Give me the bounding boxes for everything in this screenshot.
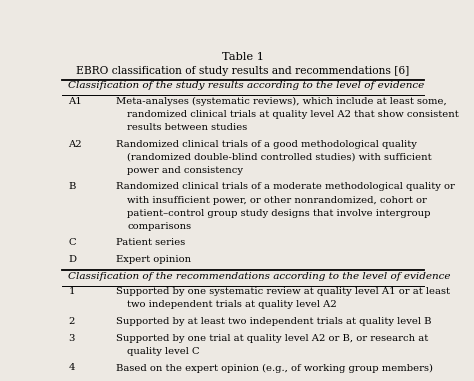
Text: 4: 4 xyxy=(68,363,75,372)
Text: two independent trials at quality level A2: two independent trials at quality level … xyxy=(127,301,337,309)
Text: 3: 3 xyxy=(68,334,75,343)
Text: randomized clinical trials at quality level A2 that show consistent: randomized clinical trials at quality le… xyxy=(127,110,459,119)
Text: D: D xyxy=(68,255,76,264)
Text: 2: 2 xyxy=(68,317,75,326)
Text: Supported by one trial at quality level A2 or B, or research at: Supported by one trial at quality level … xyxy=(116,334,428,343)
Text: EBRO classification of study results and recommendations [6]: EBRO classification of study results and… xyxy=(76,66,410,75)
Text: B: B xyxy=(68,182,76,191)
Text: Table 1: Table 1 xyxy=(222,52,264,62)
Text: with insufficient power, or other nonrandomized, cohort or: with insufficient power, or other nonran… xyxy=(127,195,427,205)
Text: C: C xyxy=(68,239,76,247)
Text: results between studies: results between studies xyxy=(127,123,247,132)
Text: Classification of the recommendations according to the level of evidence: Classification of the recommendations ac… xyxy=(68,272,451,281)
Text: Randomized clinical trials of a moderate methodological quality or: Randomized clinical trials of a moderate… xyxy=(116,182,455,191)
Text: Expert opinion: Expert opinion xyxy=(116,255,191,264)
Text: 1: 1 xyxy=(68,287,75,296)
Text: Supported by one systematic review at quality level A1 or at least: Supported by one systematic review at qu… xyxy=(116,287,450,296)
Text: power and consistency: power and consistency xyxy=(127,166,243,175)
Text: Classification of the study results according to the level of evidence: Classification of the study results acco… xyxy=(68,82,425,90)
Text: A2: A2 xyxy=(68,139,82,149)
Text: Supported by at least two independent trials at quality level B: Supported by at least two independent tr… xyxy=(116,317,432,326)
Text: (randomized double-blind controlled studies) with sufficient: (randomized double-blind controlled stud… xyxy=(127,153,432,162)
Text: comparisons: comparisons xyxy=(127,222,191,231)
Text: Meta-analyses (systematic reviews), which include at least some,: Meta-analyses (systematic reviews), whic… xyxy=(116,97,447,106)
Text: patient–control group study designs that involve intergroup: patient–control group study designs that… xyxy=(127,209,431,218)
Text: Randomized clinical trials of a good methodological quality: Randomized clinical trials of a good met… xyxy=(116,139,417,149)
Text: quality level C: quality level C xyxy=(127,347,200,356)
Text: A1: A1 xyxy=(68,97,82,106)
Text: Patient series: Patient series xyxy=(116,239,185,247)
Text: Based on the expert opinion (e.g., of working group members): Based on the expert opinion (e.g., of wo… xyxy=(116,363,433,373)
